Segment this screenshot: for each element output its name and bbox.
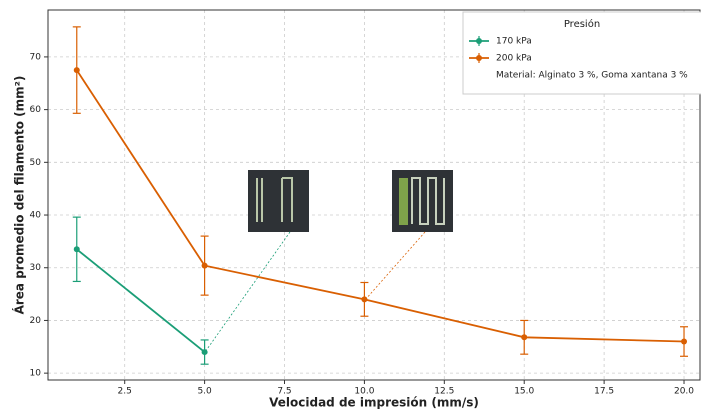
- legend-label: 170 kPa: [496, 37, 532, 47]
- chart: Velocidad de impresión (mm/s) Área prome…: [0, 0, 701, 410]
- data-point: [202, 349, 208, 355]
- y-tick-label: 20: [30, 316, 42, 326]
- legend-label: 200 kPa: [496, 54, 532, 64]
- data-point: [74, 67, 80, 73]
- x-tick-label: 10.0: [354, 387, 374, 397]
- x-tick-label: 2.5: [118, 387, 132, 397]
- x-tick-label: 20.0: [674, 387, 694, 397]
- y-tick-label: 40: [30, 211, 42, 221]
- legend-title: Presión: [564, 18, 600, 30]
- y-tick-label: 70: [30, 52, 42, 62]
- x-tick-label: 17.5: [594, 387, 614, 397]
- data-point: [202, 263, 208, 269]
- legend: Presión Material: Alginato 3 %, Goma xan…: [463, 12, 701, 94]
- y-tick-label: 10: [30, 369, 42, 379]
- x-tick-label: 15.0: [514, 387, 534, 397]
- y-axis-label: Área promedio del filamento (mm²): [12, 76, 27, 315]
- y-tick-label: 60: [30, 105, 42, 115]
- y-tick-label: 30: [30, 263, 42, 273]
- data-point: [681, 339, 687, 345]
- legend-marker: [476, 38, 482, 44]
- data-point: [521, 334, 527, 340]
- x-tick-label: 7.5: [277, 387, 291, 397]
- legend-marker: [476, 55, 482, 61]
- x-tick-label: 12.5: [434, 387, 454, 397]
- data-point: [361, 296, 367, 302]
- data-point: [74, 246, 80, 252]
- legend-note: Material: Alginato 3 %, Goma xantana 3 %: [496, 71, 688, 81]
- x-axis-label: Velocidad de impresión (mm/s): [269, 396, 479, 410]
- y-tick-label: 50: [30, 158, 42, 168]
- x-tick-label: 5.0: [197, 387, 212, 397]
